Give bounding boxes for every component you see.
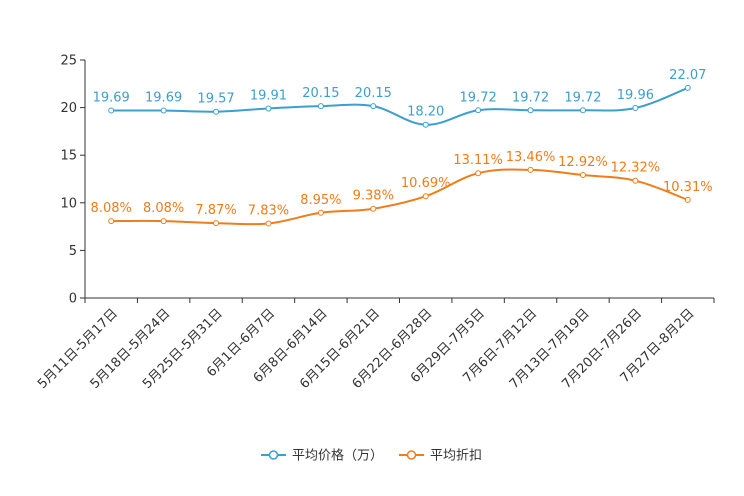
data-point[interactable] [632, 177, 639, 184]
data-label: 19.91 [250, 88, 287, 103]
data-label: 22.07 [669, 68, 706, 83]
data-point[interactable] [317, 103, 324, 110]
data-point[interactable] [160, 107, 167, 114]
data-label: 8.08% [91, 201, 132, 216]
data-point[interactable] [527, 107, 534, 114]
data-point[interactable] [213, 108, 220, 115]
data-label: 12.32% [611, 161, 661, 176]
legend-marker-icon [406, 450, 417, 460]
y-tick-label: 10 [60, 196, 77, 211]
data-point[interactable] [213, 220, 220, 227]
data-label: 8.08% [143, 201, 184, 216]
data-label: 19.72 [460, 90, 497, 105]
data-label: 20.15 [355, 86, 392, 101]
chart-series-layer: 19.69 19.69 19.57 19.91 20.15 20.15 18.20 19.72… [91, 68, 713, 227]
data-label: 19.69 [93, 91, 130, 106]
y-tick-label: 20 [60, 101, 77, 116]
legend-item-1[interactable]: 平均价格（万） [261, 448, 383, 464]
data-label: 19.96 [617, 88, 654, 103]
data-label: 19.57 [197, 92, 234, 107]
data-label: 13.11% [453, 153, 503, 168]
data-point[interactable] [684, 84, 691, 91]
series-line [111, 168, 689, 226]
legend-label: 平均折扣 [430, 449, 482, 464]
data-point[interactable] [579, 172, 586, 179]
data-point[interactable] [422, 121, 429, 128]
data-label: 19.69 [145, 91, 182, 106]
y-tick-label: 0 [69, 292, 77, 307]
legend-label: 平均价格（万） [292, 448, 383, 464]
data-point[interactable] [475, 107, 482, 114]
data-point[interactable] [265, 105, 272, 112]
data-label: 13.46% [506, 150, 556, 165]
data-point[interactable] [632, 104, 639, 111]
data-point[interactable] [684, 196, 691, 203]
data-label: 7.87% [195, 203, 236, 218]
data-point[interactable] [317, 209, 324, 216]
data-label: 18.20 [407, 105, 444, 120]
data-point[interactable] [527, 166, 534, 173]
chart-legend[interactable]: 平均价格（万） 平均折扣 [261, 448, 482, 464]
data-label: 10.69% [401, 176, 451, 191]
series-1: 19.69 19.69 19.57 19.91 20.15 20.15 18.20 19.72… [93, 68, 706, 128]
data-label: 19.72 [564, 90, 601, 105]
legend-marker-icon [268, 450, 279, 460]
data-point[interactable] [108, 107, 115, 114]
data-label: 20.15 [302, 86, 339, 101]
data-point[interactable] [579, 107, 586, 114]
data-point[interactable] [422, 193, 429, 200]
data-label: 9.38% [353, 189, 394, 204]
data-point[interactable] [370, 103, 377, 110]
y-tick-label: 15 [60, 149, 77, 164]
data-point[interactable] [160, 218, 167, 225]
data-point[interactable] [475, 170, 482, 177]
y-tick-label: 25 [60, 54, 77, 69]
data-label: 19.72 [512, 90, 549, 105]
data-point[interactable] [265, 220, 272, 227]
series-2: 8.08% 8.08% 7.87% 7.83% 8.95% 9.38% 10.69%13.1… [91, 150, 713, 227]
y-tick-label: 5 [69, 244, 77, 259]
legend-item-2[interactable]: 平均折扣 [399, 449, 482, 464]
data-label: 7.83% [248, 203, 289, 218]
data-label: 12.92% [558, 155, 608, 170]
data-point[interactable] [370, 205, 377, 212]
data-label: 10.31% [663, 180, 713, 195]
data-label: 8.95% [300, 193, 341, 208]
series-line [111, 86, 689, 126]
data-point[interactable] [108, 218, 115, 225]
